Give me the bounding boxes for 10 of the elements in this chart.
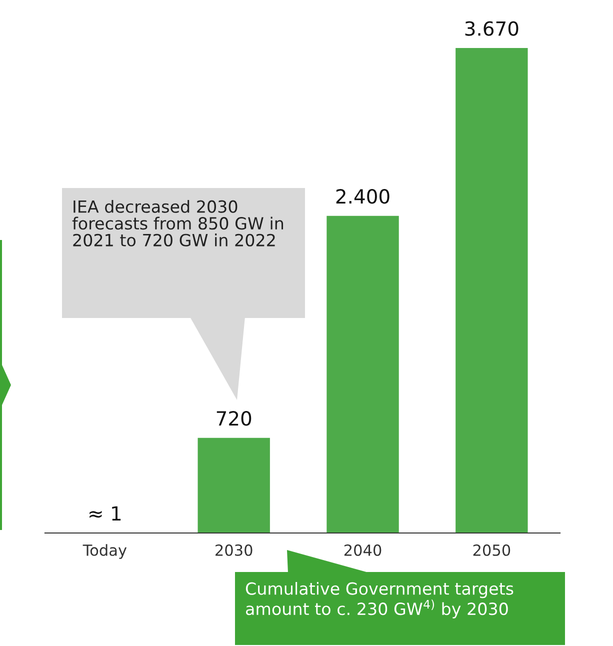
text: Cumulative Government targets amount to c. 230 GW$^{4)}$ by 2030 — [246, 582, 514, 618]
data-label: 2.400 — [336, 189, 390, 204]
data-label: 3.670 — [465, 21, 518, 36]
x-tick-label: 2040 — [344, 544, 382, 556]
data-label: 720 — [216, 411, 252, 426]
x-tick-label: Today — [82, 544, 127, 559]
x-tick-label: 2050 — [473, 544, 510, 556]
annotation: IEA decreased 2030 forecasts from 850 GW in 2021 to 720 GW in 2022 — [72, 200, 284, 246]
data-label: ≈ 1 — [90, 506, 121, 520]
x-tick-label: 2030 — [216, 544, 252, 556]
